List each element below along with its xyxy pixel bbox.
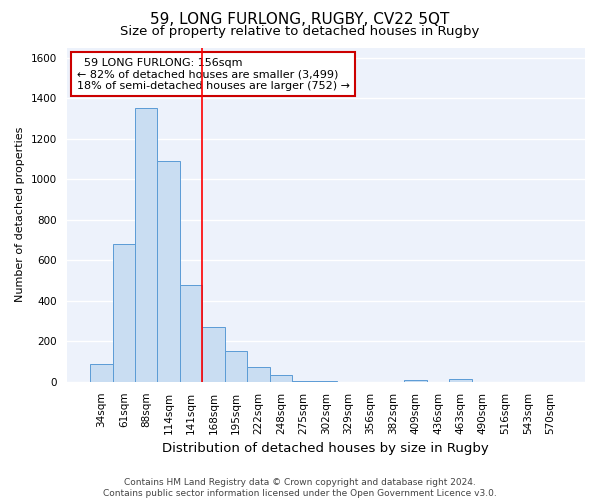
Y-axis label: Number of detached properties: Number of detached properties <box>15 127 25 302</box>
Bar <box>180 284 202 382</box>
Text: 59, LONG FURLONG, RUGBY, CV22 5QT: 59, LONG FURLONG, RUGBY, CV22 5QT <box>151 12 449 28</box>
Bar <box>449 379 472 382</box>
Bar <box>292 381 314 382</box>
X-axis label: Distribution of detached houses by size in Rugby: Distribution of detached houses by size … <box>163 442 489 455</box>
Bar <box>157 161 180 382</box>
Bar <box>135 108 157 382</box>
Bar <box>404 380 427 382</box>
Bar <box>90 364 113 382</box>
Bar <box>202 327 225 382</box>
Bar <box>225 352 247 382</box>
Bar <box>269 374 292 382</box>
Text: Contains HM Land Registry data © Crown copyright and database right 2024.
Contai: Contains HM Land Registry data © Crown c… <box>103 478 497 498</box>
Text: 59 LONG FURLONG: 156sqm
← 82% of detached houses are smaller (3,499)
18% of semi: 59 LONG FURLONG: 156sqm ← 82% of detache… <box>77 58 350 90</box>
Bar <box>247 366 269 382</box>
Bar <box>113 244 135 382</box>
Text: Size of property relative to detached houses in Rugby: Size of property relative to detached ho… <box>121 25 479 38</box>
